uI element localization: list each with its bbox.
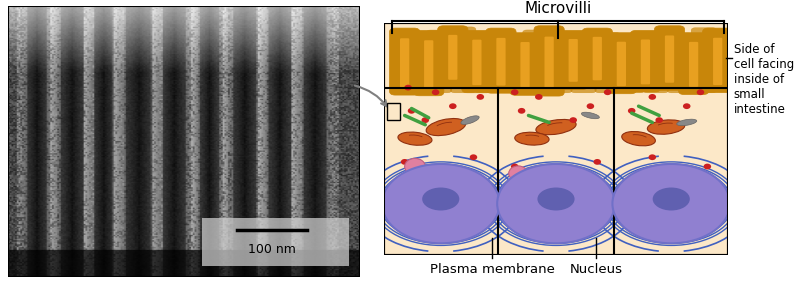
Ellipse shape (401, 159, 409, 165)
FancyBboxPatch shape (617, 42, 626, 86)
FancyBboxPatch shape (472, 40, 482, 85)
Ellipse shape (449, 103, 457, 109)
Ellipse shape (677, 119, 697, 126)
FancyBboxPatch shape (450, 27, 476, 93)
Ellipse shape (649, 154, 656, 160)
FancyBboxPatch shape (654, 26, 685, 90)
Ellipse shape (511, 164, 518, 170)
FancyBboxPatch shape (678, 33, 709, 95)
FancyBboxPatch shape (384, 23, 728, 255)
Ellipse shape (535, 94, 542, 100)
FancyBboxPatch shape (593, 37, 602, 80)
FancyBboxPatch shape (569, 39, 578, 82)
Ellipse shape (404, 85, 412, 91)
FancyBboxPatch shape (570, 36, 596, 93)
FancyBboxPatch shape (498, 34, 524, 93)
Ellipse shape (683, 103, 690, 109)
Text: Microvilli: Microvilli (524, 1, 592, 16)
FancyBboxPatch shape (595, 33, 620, 93)
FancyBboxPatch shape (619, 35, 645, 93)
FancyBboxPatch shape (545, 37, 554, 89)
FancyBboxPatch shape (667, 33, 693, 93)
Ellipse shape (653, 188, 690, 211)
Ellipse shape (518, 108, 526, 114)
FancyBboxPatch shape (534, 26, 564, 96)
Ellipse shape (405, 158, 426, 175)
Ellipse shape (570, 117, 577, 123)
Ellipse shape (613, 164, 730, 243)
Ellipse shape (497, 164, 615, 243)
FancyBboxPatch shape (426, 30, 452, 93)
Ellipse shape (628, 108, 635, 114)
FancyBboxPatch shape (496, 38, 506, 85)
Ellipse shape (398, 132, 432, 145)
Ellipse shape (538, 188, 574, 211)
Ellipse shape (466, 117, 474, 123)
FancyBboxPatch shape (630, 30, 661, 92)
Ellipse shape (647, 120, 685, 134)
Ellipse shape (536, 119, 576, 135)
Ellipse shape (511, 89, 518, 95)
Ellipse shape (432, 89, 439, 95)
Ellipse shape (382, 164, 499, 243)
FancyBboxPatch shape (400, 38, 410, 87)
Ellipse shape (422, 188, 459, 211)
FancyBboxPatch shape (462, 30, 492, 93)
FancyBboxPatch shape (641, 40, 650, 84)
FancyBboxPatch shape (438, 26, 468, 87)
FancyBboxPatch shape (414, 30, 444, 96)
FancyBboxPatch shape (402, 31, 428, 93)
Ellipse shape (422, 117, 429, 123)
FancyBboxPatch shape (390, 28, 420, 95)
Ellipse shape (649, 94, 656, 100)
FancyBboxPatch shape (713, 38, 722, 85)
FancyBboxPatch shape (558, 30, 588, 89)
Text: Nucleus: Nucleus (570, 263, 622, 276)
FancyBboxPatch shape (689, 42, 698, 87)
Ellipse shape (703, 164, 711, 170)
Ellipse shape (622, 132, 655, 146)
FancyBboxPatch shape (582, 28, 613, 88)
Ellipse shape (470, 154, 478, 160)
Ellipse shape (655, 117, 663, 123)
Ellipse shape (477, 94, 484, 100)
Ellipse shape (426, 119, 466, 136)
Ellipse shape (408, 108, 415, 114)
FancyBboxPatch shape (665, 35, 674, 83)
Ellipse shape (461, 116, 479, 125)
Ellipse shape (514, 132, 549, 145)
FancyBboxPatch shape (691, 28, 717, 93)
FancyBboxPatch shape (521, 42, 530, 88)
FancyBboxPatch shape (643, 32, 669, 93)
FancyBboxPatch shape (486, 28, 516, 93)
FancyBboxPatch shape (424, 40, 434, 88)
FancyBboxPatch shape (546, 35, 572, 93)
FancyBboxPatch shape (202, 218, 350, 267)
FancyBboxPatch shape (522, 30, 548, 93)
FancyBboxPatch shape (510, 33, 540, 95)
Ellipse shape (586, 103, 594, 109)
FancyBboxPatch shape (448, 35, 458, 80)
Text: 100 nm: 100 nm (248, 243, 296, 256)
FancyBboxPatch shape (474, 31, 500, 93)
Text: Plasma membrane: Plasma membrane (430, 263, 554, 276)
FancyBboxPatch shape (702, 28, 733, 93)
Ellipse shape (509, 166, 528, 181)
Ellipse shape (582, 112, 599, 119)
Ellipse shape (697, 89, 704, 95)
FancyBboxPatch shape (606, 33, 637, 94)
Ellipse shape (604, 89, 611, 95)
Ellipse shape (594, 159, 601, 165)
Text: Side of
cell facing
inside of
small
intestine: Side of cell facing inside of small inte… (734, 43, 794, 116)
